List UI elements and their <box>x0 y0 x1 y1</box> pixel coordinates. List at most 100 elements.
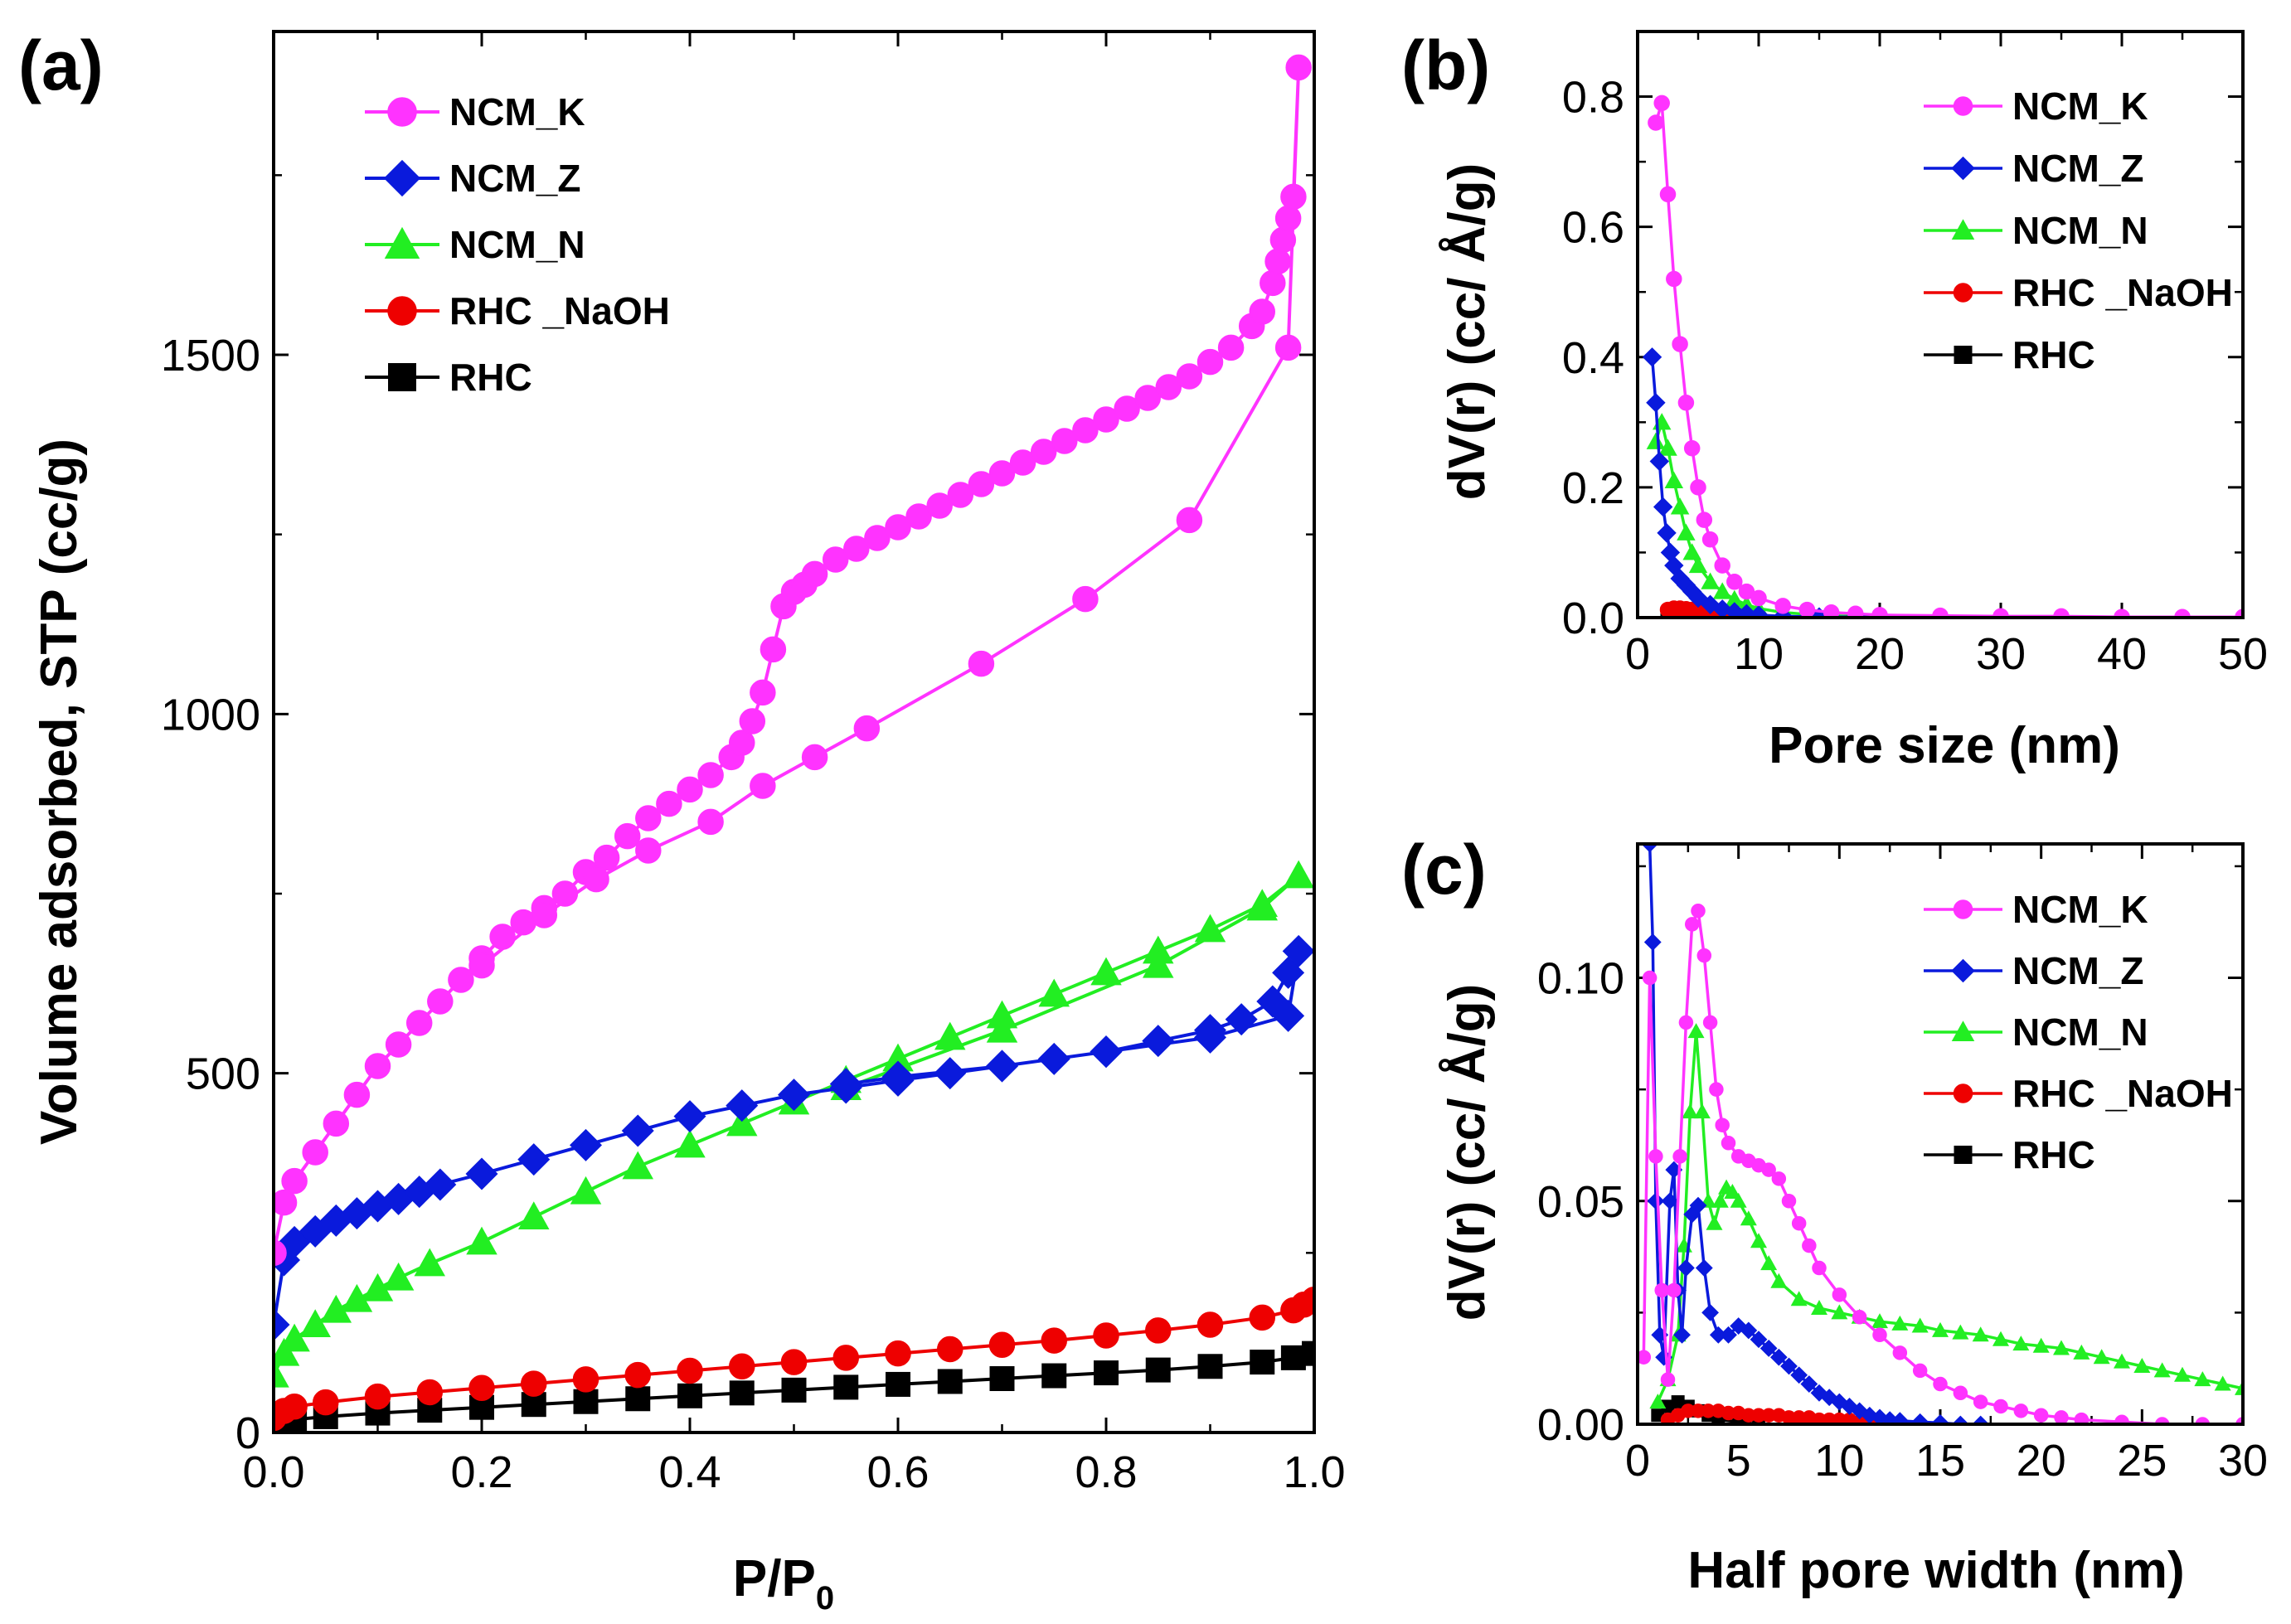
panel-b-legend-item-rhc-label: RHC <box>2012 333 2095 376</box>
panel-a-series-rhc-naoh <box>274 1286 1313 1432</box>
panel-a-series-ncm-n-point <box>320 1294 352 1323</box>
panel-a-series-ncm-k-point <box>1264 248 1291 275</box>
panel-c-series-ncm-n-point <box>1932 1321 1949 1337</box>
panel-c-series-ncm-z-point <box>1647 1192 1665 1210</box>
panel-c-series-ncm-n-point <box>1911 1317 1929 1333</box>
panel-c-series-ncm-k-point <box>1791 1215 1807 1231</box>
panel-a-x-axis-title-subscript: 0 <box>816 1580 834 1617</box>
panel-a-series-ncm-k-point <box>843 536 870 562</box>
panel-a-series-ncm-k-point <box>750 773 776 799</box>
panel-b-label: (b) <box>1401 27 1490 104</box>
panel-a-series-ncm-k-point <box>760 636 787 663</box>
panel-c-series-ncm-k-point <box>1912 1363 1928 1379</box>
panel-c-series-ncm-z-point <box>1780 1357 1798 1375</box>
panel-a-series-ncm-z-point <box>673 1100 706 1133</box>
panel-c-legend-item-ncm-n-marker <box>1951 1020 1975 1041</box>
panel-c-series-ncm-k-point <box>1771 1171 1787 1186</box>
panel-c-x-tick-label: 5 <box>1726 1436 1751 1486</box>
panel-a-series-rhc-point <box>1197 1354 1223 1379</box>
panel-c-series-ncm-k-point <box>2114 1414 2129 1423</box>
panel-a-series-rhc-naoh-point <box>1301 1286 1313 1313</box>
panel-a-series-ncm-k-point <box>343 1081 371 1108</box>
panel-a-series-rhc-naoh-point <box>1196 1311 1224 1338</box>
panel-a-label: (a) <box>18 27 104 104</box>
panel-b-series-ncm-k-point <box>1714 557 1730 574</box>
panel-c-series-ncm-z-point <box>1661 1192 1679 1210</box>
panel-b-legend-item-ncm-n-marker <box>1951 219 1975 240</box>
panel-a-series-ncm-n-point <box>341 1283 373 1312</box>
panel-c-series-ncm-k-point <box>1696 948 1712 963</box>
panel-c-series-ncm-n-point <box>2214 1375 2231 1391</box>
panel-c-series-ncm-n-point <box>1831 1304 1848 1320</box>
panel-c-series-rhc-naoh <box>1660 1403 1887 1423</box>
panel-b-series-ncm-n-point <box>1712 582 1732 599</box>
panel-b-series-ncm-n-point <box>1670 497 1690 515</box>
panel-a-plot: 0.0 0.2 0.4 0.6 0.8 1.0 0 500 1000 1500 NCM_K NCM_Z… <box>161 30 1346 1497</box>
panel-c-series-ncm-n-point <box>1711 1192 1729 1208</box>
panel-a-series-layer <box>274 54 1313 1432</box>
panel-b-series-ncm-k-point <box>1690 479 1706 496</box>
panel-a-series-ncm-k-point <box>427 988 454 1015</box>
panel-c-series-ncm-z-point <box>1695 1259 1713 1277</box>
panel-a-legend-item-rhc: RHC <box>365 356 532 399</box>
panel-c-series-ncm-n-point <box>1972 1326 1989 1342</box>
panel-c-series-ncm-k-point <box>2013 1403 2029 1418</box>
panel-b-legend-item-ncm-z-label: NCM_Z <box>2012 147 2143 190</box>
panel-a-series-ncm-n-point <box>1090 957 1122 986</box>
panel-a-legend-item-rhc-label: RHC <box>449 356 532 399</box>
panel-b-legend-item-rhc-naoh: RHC _NaOH <box>1924 271 2233 314</box>
panel-c-series-ncm-k-point <box>1709 1082 1724 1097</box>
panel-b-series-ncm-z <box>1642 347 2010 617</box>
panel-a-series-rhc-naoh-point <box>832 1345 859 1371</box>
panel-c-x-tick-label: 20 <box>2017 1436 2066 1486</box>
panel-b-legend-item-ncm-k-marker <box>1953 96 1973 116</box>
panel-c-series-ncm-k-point <box>1721 1136 1736 1151</box>
panel-a-series-rhc-naoh-point <box>780 1349 808 1375</box>
panel-c-y-tick-label: 0.05 <box>1537 1177 1624 1227</box>
panel-c-series-ncm-k-point <box>1654 1282 1669 1298</box>
panel-a-series-ncm-z-point <box>1090 1035 1123 1069</box>
panel-a-series-ncm-k-point <box>468 952 495 979</box>
panel-c-series-ncm-n-point <box>2114 1353 2130 1369</box>
panel-a-series-ncm-k-point <box>968 650 995 677</box>
panel-b-legend-item-ncm-n: NCM_N <box>1924 209 2148 252</box>
panel-c-y-tick-label: 0.00 <box>1537 1400 1624 1450</box>
panel-c-series-ncm-z-point <box>1673 1326 1691 1344</box>
panel-c-series-ncm-n-point <box>1871 1313 1888 1329</box>
panel-c-series-ncm-n-point <box>2032 1337 2050 1353</box>
panel-a-x-tick-label: 0.8 <box>1075 1447 1137 1497</box>
panel-a-series-ncm-k-point <box>822 546 849 573</box>
panel-c-series-ncm-z-point <box>1720 1326 1737 1344</box>
panel-a-series-ncm-k-point <box>635 837 662 864</box>
panel-c-label: (c) <box>1401 831 1487 909</box>
panel-a-series-rhc-point <box>625 1386 651 1412</box>
panel-a-legend-item-ncm-k-label: NCM_K <box>449 90 585 133</box>
panel-a-series-ncm-k-point <box>489 923 516 950</box>
panel-a-x-axis-title-main: P/P <box>733 1550 816 1607</box>
panel-a-series-ncm-k-point <box>274 1189 298 1216</box>
panel-c-series-ncm-k-point <box>1832 1287 1847 1302</box>
panel-b-series-ncm-k-point <box>2174 608 2191 617</box>
panel-a-series-ncm-n-point <box>299 1309 331 1337</box>
panel-a-series-ncm-n-point <box>934 1021 966 1050</box>
panel-c-legend-item-ncm-z: NCM_Z <box>1924 949 2143 992</box>
panel-c-series-ncm-n-point <box>1770 1273 1788 1288</box>
panel-a-series-rhc-naoh-point <box>677 1357 703 1384</box>
panel-c-series-ncm-n-point <box>1730 1192 1747 1208</box>
panel-b-y-tick-label: 0.4 <box>1562 333 1624 383</box>
panel-c-series-ncm-n-point <box>2194 1371 2211 1387</box>
panel-a-series-ncm-k-point <box>905 503 932 530</box>
panel-b-series-layer <box>1642 95 2242 617</box>
panel-a-series-rhc-point <box>573 1389 599 1414</box>
panel-a-series-ncm-k-point <box>323 1110 350 1137</box>
panel-b-plot: 0 10 20 30 40 500.00.20.40.60.8 NCM_KNCM_ZNCM_… <box>1562 30 2268 679</box>
panel-b-x-tick-label: 10 <box>1734 629 1784 679</box>
panel-c-series-ncm-n-point <box>1687 1023 1705 1039</box>
panel-b-series-ncm-k-point <box>1696 511 1713 528</box>
panel-b-legend-item-ncm-n-label: NCM_N <box>2012 209 2148 252</box>
panel-a-legend-item-rhc-naoh: RHC _NaOH <box>365 289 670 332</box>
panel-a-series-ncm-n-point <box>1038 978 1070 1007</box>
panel-a-series-ncm-z-point <box>934 1057 967 1090</box>
panel-a-series-ncm-z-point <box>1037 1042 1070 1075</box>
panel-c-series-ncm-n-point <box>1693 1103 1711 1119</box>
